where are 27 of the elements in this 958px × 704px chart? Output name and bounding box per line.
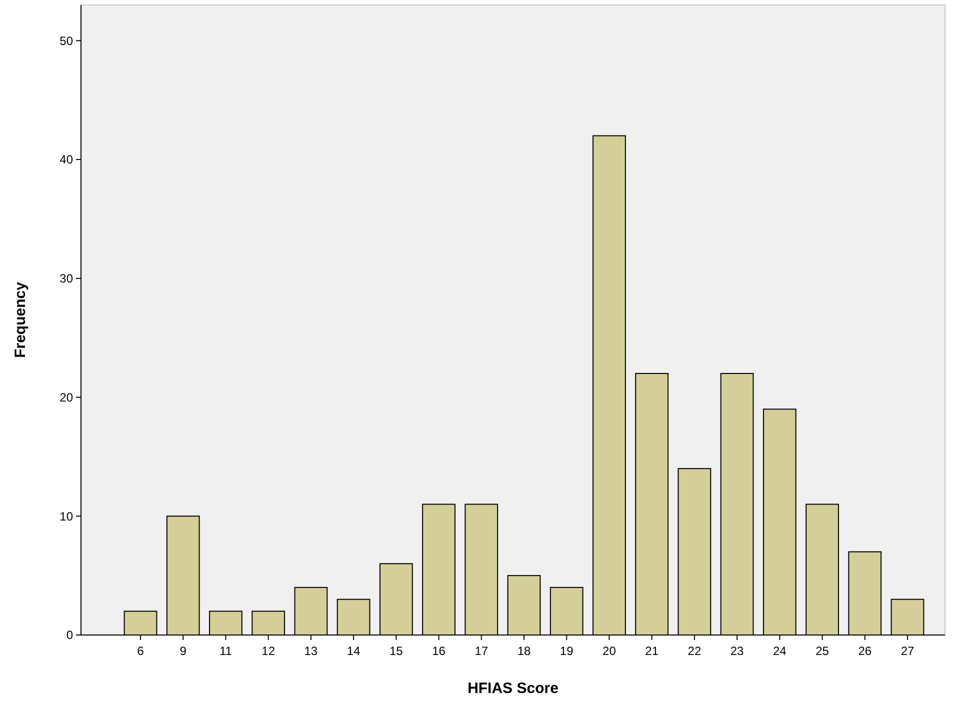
x-tick-label: 13 — [304, 644, 318, 658]
x-tick-label: 27 — [900, 644, 914, 658]
x-tick-label: 11 — [219, 644, 232, 658]
x-tick-label: 22 — [688, 644, 702, 658]
x-tick-label: 12 — [262, 644, 276, 658]
y-tick-label: 50 — [60, 34, 74, 48]
x-tick-label: 18 — [517, 644, 531, 658]
x-axis-title: HFIAS Score — [468, 680, 558, 697]
x-tick-label: 16 — [432, 644, 446, 658]
y-tick-label: 20 — [60, 390, 74, 404]
y-tick-label: 10 — [60, 509, 74, 524]
x-tick-label: 25 — [816, 644, 830, 658]
x-tick-label: 9 — [180, 644, 187, 658]
x-tick-label: 19 — [560, 644, 574, 658]
x-tick-label: 23 — [730, 644, 744, 658]
x-tick-label: 17 — [474, 644, 488, 658]
y-axis-title: Frequency — [12, 281, 29, 358]
x-tick-label: 14 — [346, 644, 361, 658]
x-tick-label: 21 — [645, 644, 659, 658]
x-tick-label: 24 — [772, 644, 787, 658]
x-tick-label: 26 — [858, 644, 872, 658]
x-tick-label: 20 — [602, 644, 616, 658]
x-tick-label: 6 — [137, 644, 144, 658]
y-tick-label: 30 — [60, 272, 74, 286]
y-tick-label: 0 — [66, 628, 74, 642]
x-tick-label: 15 — [389, 644, 404, 658]
y-tick-label: 40 — [60, 152, 74, 167]
